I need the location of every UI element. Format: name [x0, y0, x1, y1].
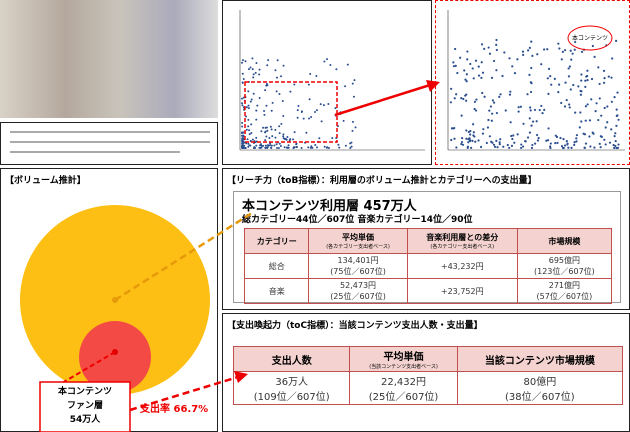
header-label: 平均単価	[384, 352, 424, 363]
cell: 271億円(57位／607位)	[517, 279, 611, 304]
cell-text: (123位／607位)	[520, 266, 609, 277]
cell: 80億円(38位／607位)	[457, 372, 622, 405]
row: 36万人(109位／607位)22,432円(25位／607位)80億円(38位…	[234, 372, 623, 405]
volume-title: 【ボリューム推計】	[5, 173, 86, 186]
reach-title: 【リーチ力（toB指標）：利用層のボリューム推計とカテゴリーへの支出量】	[227, 173, 537, 186]
cell-text: 36万人	[236, 373, 347, 388]
header-note: (各カテゴリー支出者ベース)	[311, 243, 404, 250]
spend-table: 支出人数 平均単価(当該コンテンツ支出者ベース) 当該コンテンツ市場規模 36万人(1…	[233, 346, 623, 405]
header-label: 当該コンテンツ市場規模	[485, 356, 595, 367]
cell-text: (25位／607位)	[352, 388, 454, 403]
volume-panel: 【ボリューム推計】	[0, 168, 218, 432]
cell: 総合	[245, 254, 309, 279]
header-cell: カテゴリー	[245, 229, 309, 254]
scatter-zoom-panel	[435, 0, 630, 165]
page: 【ボリューム推計】 【リーチ力（toB指標）：利用層のボリューム推計とカテゴリー…	[0, 0, 630, 432]
cell-text: 52,473円	[311, 280, 404, 291]
header-cell: 市場規模	[517, 229, 611, 254]
cell-text: 22,432円	[352, 373, 454, 388]
cell-text: (109位／607位)	[236, 388, 347, 403]
cell: 695億円(123位／607位)	[517, 254, 611, 279]
scatter-panel	[222, 0, 432, 165]
blurred-photo	[0, 0, 218, 118]
cell-text: (75位／607位)	[311, 266, 404, 277]
cell: 36万人(109位／607位)	[234, 372, 350, 405]
cell-text: 134,401円	[311, 255, 404, 266]
spend-title: 【支出喚起力（toC指標）：当該コンテンツ支出人数・支出量】	[227, 318, 483, 331]
reach-table: カテゴリー平均単価(各カテゴリー支出者ベース)音楽利用層との差分(各カテゴリー支…	[244, 228, 612, 304]
header-cell: 平均単価(当該コンテンツ支出者ベース)	[350, 347, 457, 372]
reach-panel: 【リーチ力（toB指標）：利用層のボリューム推計とカテゴリーへの支出量】 本コン…	[222, 168, 630, 310]
cell: 52,473円(25位／607位)	[309, 279, 407, 304]
reach-subline: 総カテゴリー44位／607位 音楽カテゴリー14位／90位	[242, 212, 473, 225]
header-label: 音楽利用層との差分	[426, 233, 498, 242]
cell: +43,232円	[407, 254, 517, 279]
header-label: カテゴリー	[257, 237, 297, 246]
cell-text: (57位／607位)	[520, 291, 609, 302]
cell: 22,432円(25位／607位)	[350, 372, 457, 405]
cell-text: 695億円	[520, 255, 609, 266]
header-cell: 支出人数	[234, 347, 350, 372]
header-row: 支出人数 平均単価(当該コンテンツ支出者ベース) 当該コンテンツ市場規模	[234, 347, 623, 372]
cell-text: +43,232円	[410, 261, 515, 272]
cell-text: 80億円	[460, 373, 620, 388]
header-label: 市場規模	[548, 237, 580, 246]
cell-text: 音楽	[247, 286, 306, 297]
cell-text: (38位／607位)	[460, 388, 620, 403]
header-row: カテゴリー平均単価(各カテゴリー支出者ベース)音楽利用層との差分(各カテゴリー支…	[245, 229, 612, 254]
header-note: (各カテゴリー支出者ベース)	[410, 243, 515, 250]
header-label: 平均単価	[342, 233, 374, 242]
header-cell: 当該コンテンツ市場規模	[457, 347, 622, 372]
header-label: 支出人数	[272, 356, 312, 367]
cell: +23,752円	[407, 279, 517, 304]
cell-text: +23,752円	[410, 286, 515, 297]
cell-text: 271億円	[520, 280, 609, 291]
reach-box: 本コンテンツ利用層 457万人 総カテゴリー44位／607位 音楽カテゴリー14…	[233, 191, 621, 303]
photo-caption	[0, 122, 218, 165]
header-cell: 平均単価(各カテゴリー支出者ベース)	[309, 229, 407, 254]
header-cell: 音楽利用層との差分(各カテゴリー支出者ベース)	[407, 229, 517, 254]
cell: 音楽	[245, 279, 309, 304]
header-note: (当該コンテンツ支出者ベース)	[352, 363, 454, 370]
cell: 134,401円(75位／607位)	[309, 254, 407, 279]
cell-text: 総合	[247, 261, 306, 272]
cell-text: (25位／607位)	[311, 291, 404, 302]
spend-panel: 【支出喚起力（toC指標）：当該コンテンツ支出人数・支出量】 支出人数平均単価(…	[222, 313, 630, 432]
